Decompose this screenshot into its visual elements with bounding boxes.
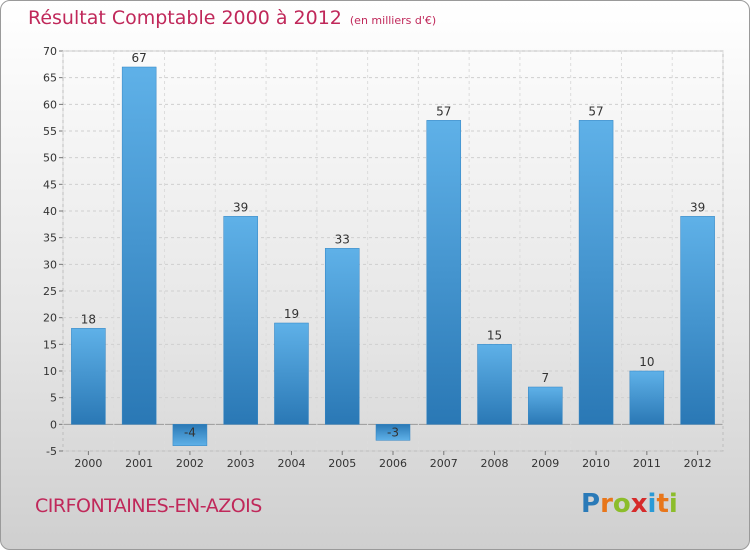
bar-2006 bbox=[375, 424, 411, 441]
y-tick-label: 5 bbox=[50, 392, 57, 405]
x-tick-label: 2009 bbox=[531, 457, 559, 470]
data-label: 39 bbox=[690, 200, 705, 214]
bar-2008 bbox=[477, 344, 512, 425]
logo-letter: x bbox=[630, 489, 648, 519]
y-tick-label: 40 bbox=[43, 205, 57, 218]
data-label: -4 bbox=[184, 425, 196, 439]
logo-letter: i bbox=[668, 489, 678, 519]
y-tick-label: 50 bbox=[43, 152, 57, 165]
y-tick-label: -5 bbox=[46, 445, 57, 458]
data-label: 7 bbox=[541, 371, 549, 385]
data-label: -3 bbox=[387, 425, 399, 439]
chart-title: Résultat Comptable 2000 à 2012 (en millie… bbox=[28, 7, 436, 29]
bar-2001 bbox=[121, 66, 157, 425]
bar-2003 bbox=[223, 216, 258, 425]
data-label: 18 bbox=[81, 312, 96, 326]
logo-letter: P bbox=[581, 489, 601, 519]
bar-2005 bbox=[324, 248, 360, 425]
bar-2000 bbox=[71, 328, 106, 425]
data-label: 39 bbox=[233, 200, 248, 214]
logo-letter: t bbox=[656, 489, 669, 519]
y-tick-label: 45 bbox=[43, 178, 57, 191]
data-label: 57 bbox=[436, 104, 451, 118]
y-tick-label: 30 bbox=[43, 258, 57, 271]
y-tick-label: 15 bbox=[43, 338, 57, 351]
data-label: 33 bbox=[335, 232, 350, 246]
y-tick-label: 20 bbox=[43, 312, 57, 325]
plot-area bbox=[62, 50, 724, 452]
commune-name: CIRFONTAINES-EN-AZOIS bbox=[35, 495, 262, 517]
data-label: 67 bbox=[132, 51, 147, 65]
x-tick-label: 2010 bbox=[582, 457, 610, 470]
x-tick-label: 2003 bbox=[227, 457, 255, 470]
logo-letter: r bbox=[600, 489, 613, 519]
y-tick-label: 55 bbox=[43, 125, 57, 138]
y-tick-label: 60 bbox=[43, 98, 57, 111]
y-tick-label: 0 bbox=[50, 418, 57, 431]
bar-2002 bbox=[172, 424, 208, 446]
bar-2010 bbox=[578, 120, 614, 425]
x-tick-label: 2007 bbox=[430, 457, 458, 470]
data-label: 15 bbox=[487, 328, 502, 342]
bar-2012 bbox=[680, 216, 715, 425]
x-tick-label: 2000 bbox=[74, 457, 102, 470]
bar-2011 bbox=[629, 370, 665, 425]
x-tick-label: 2001 bbox=[125, 457, 153, 470]
logo-letter: o bbox=[612, 489, 631, 519]
proxiti-logo: Proxiti bbox=[581, 489, 678, 519]
data-label: 10 bbox=[639, 355, 654, 369]
x-tick-label: 2004 bbox=[277, 457, 305, 470]
bar-2009 bbox=[528, 386, 563, 425]
x-tick-label: 2002 bbox=[176, 457, 204, 470]
x-tick-label: 2011 bbox=[633, 457, 661, 470]
bar-2004 bbox=[274, 322, 309, 425]
logo-letter: i bbox=[647, 489, 657, 519]
x-tick-label: 2012 bbox=[684, 457, 712, 470]
y-tick-label: 25 bbox=[43, 285, 57, 298]
x-tick-label: 2008 bbox=[481, 457, 509, 470]
y-tick-label: 10 bbox=[43, 365, 57, 378]
bar-2007 bbox=[426, 120, 462, 425]
x-tick-label: 2005 bbox=[328, 457, 356, 470]
y-tick-label: 35 bbox=[43, 232, 57, 245]
y-tick-label: 70 bbox=[43, 45, 57, 58]
chart-subtitle: (en milliers d'€) bbox=[349, 14, 437, 27]
data-label: 57 bbox=[588, 104, 603, 118]
title-text: Résultat Comptable 2000 à 2012 bbox=[28, 7, 342, 29]
x-tick-label: 2006 bbox=[379, 457, 407, 470]
data-label: 19 bbox=[284, 307, 299, 321]
y-tick-label: 65 bbox=[43, 72, 57, 85]
